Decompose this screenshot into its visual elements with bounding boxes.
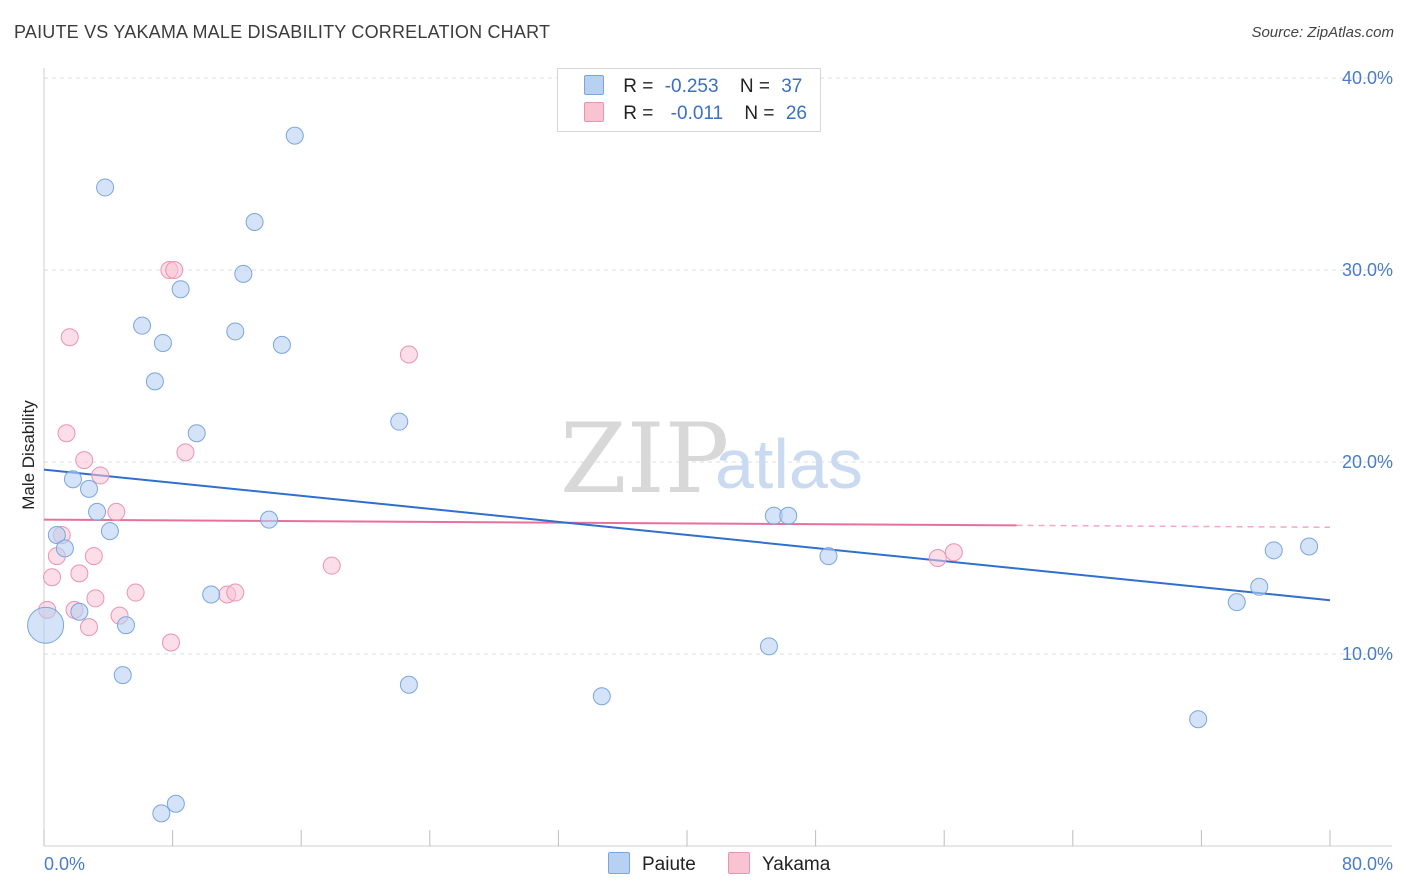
- tick-labels: 10.0% 20.0% 30.0% 40.0% 0.0% 80.0%: [44, 68, 1393, 874]
- paiute-point: [187, 424, 206, 443]
- yakama-legend-label: Yakama: [762, 854, 831, 875]
- paiute-point: [260, 510, 279, 529]
- paiute-point: [399, 675, 418, 694]
- yakama-point: [70, 564, 89, 583]
- paiute-point: [1227, 593, 1246, 612]
- trend-lines: [43, 468, 1331, 602]
- bottom-legend-paiute: Paiute: [608, 852, 696, 876]
- paiute-point: [27, 606, 65, 644]
- paiute-point: [1189, 710, 1208, 729]
- paiute-point: [133, 316, 152, 335]
- yakama-point: [928, 549, 947, 567]
- paiute-point: [1300, 537, 1319, 556]
- legend-row-yakama: R = -0.011 N = 26: [584, 102, 807, 125]
- y-tick-label: 30.0%: [1342, 260, 1393, 280]
- paiute-point: [1264, 541, 1283, 560]
- paiute-point: [55, 539, 74, 558]
- yakama-point: [80, 618, 99, 637]
- yakama-point: [322, 556, 341, 575]
- y-axis-label: Male Disability: [19, 400, 38, 510]
- paiute-point: [285, 126, 304, 145]
- y-tick-label: 20.0%: [1342, 452, 1393, 472]
- y-tick-label: 40.0%: [1342, 68, 1393, 88]
- paiute-point: [1250, 577, 1269, 596]
- yakama-trend-extension: [1016, 524, 1331, 529]
- yakama-point: [176, 443, 195, 462]
- yakama-point: [165, 261, 184, 279]
- paiute-point: [63, 470, 82, 489]
- paiute-point: [272, 335, 291, 354]
- paiute-point: [245, 213, 264, 231]
- paiute-point: [116, 616, 135, 635]
- yakama-point: [399, 345, 418, 364]
- r-value: -0.011: [670, 103, 724, 124]
- yakama-point: [43, 568, 62, 587]
- yakama-point: [226, 583, 245, 602]
- paiute-trend-line: [43, 468, 1331, 602]
- yakama-point: [161, 633, 180, 652]
- paiute-point: [171, 280, 190, 299]
- source-label: Source: ZipAtlas.com: [1251, 24, 1394, 41]
- paiute-point: [88, 502, 107, 521]
- n-value: 26: [785, 103, 807, 124]
- bottom-legend-yakama: Yakama: [728, 852, 830, 876]
- yakama-point: [91, 466, 110, 485]
- n-label: N =: [744, 103, 775, 124]
- paiute-point: [70, 602, 89, 621]
- paiute-legend-swatch: [608, 852, 630, 874]
- y-tick-label: 10.0%: [1342, 644, 1393, 664]
- paiute-point: [47, 525, 66, 544]
- paiute-point: [234, 264, 253, 283]
- paiute-point: [226, 322, 245, 341]
- yakama-point: [60, 328, 79, 347]
- x-tick-label: 80.0%: [1342, 854, 1393, 874]
- yakama-point: [944, 543, 963, 562]
- r-label: R =: [623, 103, 654, 124]
- yakama-trend-line: [43, 518, 1017, 527]
- yakama-point: [126, 583, 145, 602]
- paiute-point: [96, 178, 115, 197]
- paiute-point: [202, 585, 221, 604]
- axes: [43, 68, 1392, 847]
- paiute-legend-label: Paiute: [642, 854, 696, 875]
- paiute-swatch: [584, 75, 604, 95]
- yakama-point: [57, 424, 76, 443]
- data-points: [27, 126, 1319, 823]
- watermark-zip: ZIP: [560, 403, 729, 515]
- paiute-point: [100, 522, 119, 541]
- paiute-point: [80, 479, 99, 498]
- r-label: R =: [623, 76, 654, 97]
- yakama-legend-swatch: [728, 852, 750, 874]
- paiute-point: [145, 372, 164, 391]
- paiute-point: [166, 794, 185, 813]
- paiute-point: [113, 666, 132, 685]
- chart-title: PAIUTE VS YAKAMA MALE DISABILITY CORRELA…: [14, 22, 551, 42]
- paiute-point: [592, 687, 611, 706]
- yakama-point: [84, 547, 103, 566]
- yakama-point: [107, 502, 126, 521]
- watermark-atlas: atlas: [715, 425, 863, 503]
- paiute-point: [819, 547, 838, 566]
- x-tick-label: 0.0%: [44, 854, 85, 874]
- paiute-point: [759, 637, 778, 656]
- legend-row-paiute: R = -0.253 N = 37: [584, 75, 802, 98]
- n-value: 37: [781, 76, 803, 97]
- n-label: N =: [739, 76, 770, 97]
- paiute-point: [153, 333, 172, 352]
- yakama-swatch: [584, 102, 604, 122]
- paiute-point: [390, 412, 409, 431]
- gridlines: [44, 77, 1392, 655]
- stats-legend: R = -0.253 N = 37 R = -0.011 N = 26: [557, 68, 821, 132]
- yakama-point: [75, 451, 94, 470]
- r-value: -0.253: [664, 76, 719, 97]
- paiute-point: [779, 506, 798, 525]
- yakama-point: [86, 589, 105, 608]
- paiute-point: [152, 804, 171, 823]
